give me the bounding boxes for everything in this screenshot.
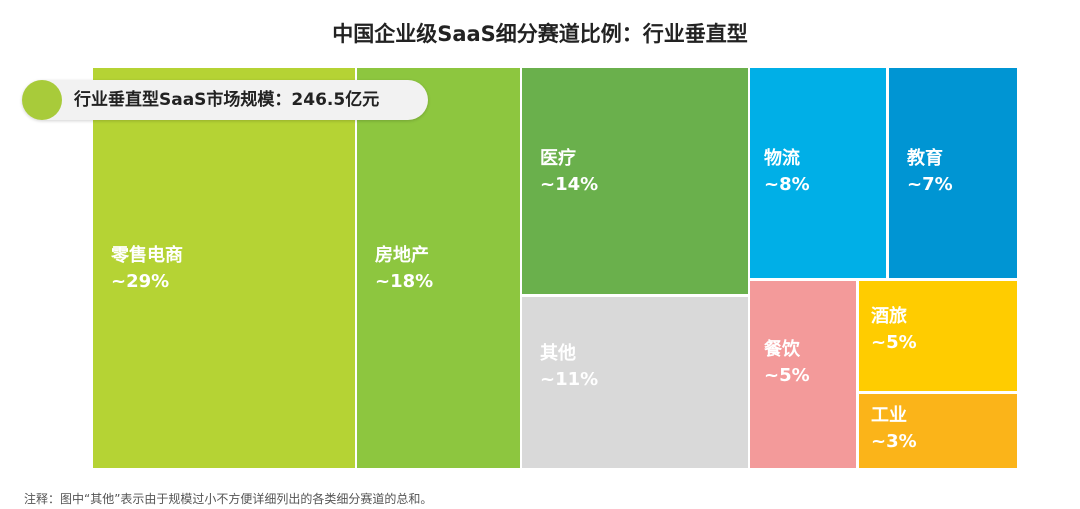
tile-name: 工业 (871, 405, 907, 426)
tile-hotel-travel: 酒旅 ~5% (859, 281, 1017, 391)
tile-name: 物流 (764, 148, 800, 169)
tile-other: 其他 ~11% (522, 297, 748, 468)
tile-education: 教育 ~7% (889, 68, 1017, 278)
tile-name: 零售电商 (111, 245, 183, 266)
market-size-badge: 行业垂直型SaaS市场规模：246.5亿元 (22, 80, 428, 120)
tile-label: ~3% (871, 431, 917, 452)
tile-label: ~7% (907, 174, 953, 195)
footnote: 注释：图中“其他”表示由于规模过小不方便详细列出的各类细分赛道的总和。 (24, 492, 433, 506)
tile-label: ~18% (375, 271, 434, 292)
tile-name: 房地产 (375, 245, 429, 266)
tile-retail: 零售电商 ~29% (93, 68, 355, 468)
tile-name: 餐饮 (764, 339, 800, 360)
chart-title: 中国企业级SaaS细分赛道比例：行业垂直型 (332, 22, 748, 46)
tile-label: ~5% (764, 365, 810, 386)
tile-label: ~5% (871, 332, 917, 353)
tile-label: ~29% (111, 271, 170, 292)
tile-name: 教育 (907, 148, 943, 169)
tile-name: 酒旅 (871, 306, 907, 327)
tile-industry: 工业 ~3% (859, 394, 1017, 468)
tile-healthcare: 医疗 ~14% (522, 68, 748, 294)
tile-logistics: 物流 ~8% (750, 68, 886, 278)
market-size-text: 行业垂直型SaaS市场规模：246.5亿元 (74, 90, 380, 110)
tile-label: ~11% (540, 369, 599, 390)
tile-catering: 餐饮 ~5% (750, 281, 856, 468)
badge-dot-icon (22, 80, 62, 120)
tile-name: 其他 (540, 343, 576, 364)
tile-real-estate: 房地产 ~18% (357, 68, 520, 468)
tile-name: 医疗 (540, 148, 576, 169)
tile-label: ~14% (540, 174, 599, 195)
tile-label: ~8% (764, 174, 810, 195)
